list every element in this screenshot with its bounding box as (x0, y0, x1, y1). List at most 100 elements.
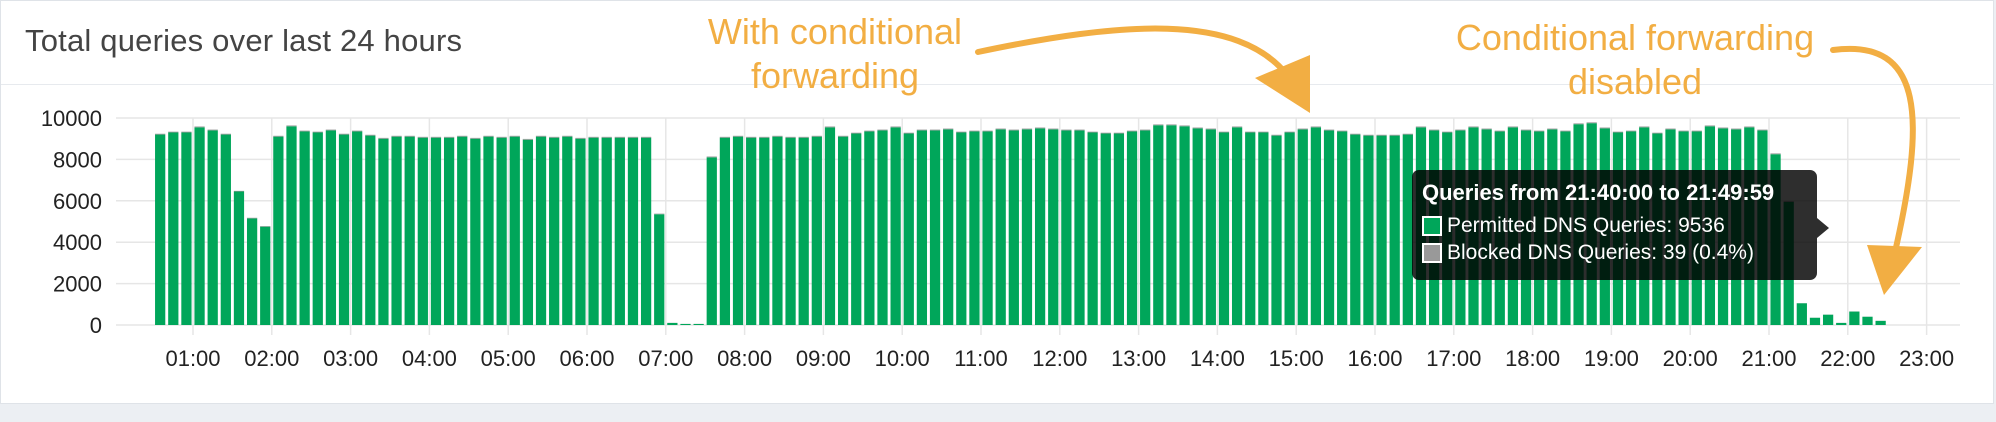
bar-blocked[interactable] (1205, 128, 1216, 130)
bar-blocked[interactable] (851, 132, 862, 134)
bar-permitted[interactable] (155, 134, 166, 325)
bar-blocked[interactable] (1271, 134, 1282, 136)
bar-blocked[interactable] (627, 136, 639, 138)
bar-permitted[interactable] (614, 137, 625, 325)
bar-permitted[interactable] (1875, 320, 1886, 325)
bar-blocked[interactable] (1021, 128, 1033, 130)
bar-permitted[interactable] (220, 134, 231, 325)
bar-permitted[interactable] (365, 135, 376, 325)
bar-blocked[interactable] (181, 131, 192, 133)
bar-blocked[interactable] (1297, 128, 1308, 130)
bar-permitted[interactable] (181, 132, 192, 325)
bar-permitted[interactable] (837, 136, 849, 325)
bar-blocked[interactable] (483, 135, 494, 137)
bar-blocked[interactable] (1744, 126, 1755, 128)
bar-permitted[interactable] (982, 131, 993, 325)
bar-permitted[interactable] (575, 138, 586, 325)
bar-blocked[interactable] (640, 136, 652, 138)
bar-blocked[interactable] (1770, 153, 1781, 155)
bar-blocked[interactable] (509, 135, 520, 137)
bar-permitted[interactable] (457, 136, 468, 325)
bar-permitted[interactable] (1166, 125, 1177, 326)
bar-permitted[interactable] (890, 127, 901, 325)
bar-permitted[interactable] (549, 137, 560, 325)
bar-blocked[interactable] (654, 213, 665, 215)
bar-blocked[interactable] (496, 136, 507, 138)
bar-permitted[interactable] (1179, 126, 1190, 325)
bar-blocked[interactable] (1652, 132, 1663, 134)
bar-blocked[interactable] (1625, 130, 1637, 132)
bar-blocked[interactable] (1717, 127, 1729, 129)
bar-blocked[interactable] (719, 136, 731, 138)
bar-blocked[interactable] (260, 226, 271, 227)
bar-blocked[interactable] (1323, 129, 1335, 131)
bar-permitted[interactable] (299, 131, 310, 325)
bar-permitted[interactable] (286, 126, 297, 325)
bar-blocked[interactable] (759, 136, 770, 138)
bar-permitted[interactable] (995, 129, 1006, 325)
bar-permitted[interactable] (443, 137, 455, 325)
bar-blocked[interactable] (1612, 131, 1624, 133)
bar-permitted[interactable] (1284, 132, 1295, 325)
bar-permitted[interactable] (811, 136, 822, 325)
bar-blocked[interactable] (194, 126, 205, 128)
bar-blocked[interactable] (1481, 128, 1492, 130)
bar-permitted[interactable] (943, 129, 954, 325)
bar-permitted[interactable] (798, 137, 809, 325)
bar-blocked[interactable] (1245, 131, 1256, 133)
bar-blocked[interactable] (1376, 134, 1387, 136)
bar-permitted[interactable] (1245, 132, 1256, 325)
bar-permitted[interactable] (483, 136, 494, 325)
bar-permitted[interactable] (168, 132, 179, 325)
bar-permitted[interactable] (1140, 130, 1151, 325)
bar-blocked[interactable] (1389, 134, 1400, 136)
bar-blocked[interactable] (1310, 126, 1322, 128)
bar-permitted[interactable] (851, 133, 862, 325)
bar-blocked[interactable] (443, 136, 455, 138)
bar-blocked[interactable] (522, 138, 534, 140)
bar-permitted[interactable] (877, 130, 888, 325)
bar-permitted[interactable] (759, 137, 770, 325)
bar-permitted[interactable] (1389, 135, 1400, 325)
bar-blocked[interactable] (1639, 126, 1650, 128)
bar-permitted[interactable] (916, 130, 928, 325)
bar-permitted[interactable] (929, 130, 941, 325)
bar-permitted[interactable] (640, 137, 652, 325)
bar-permitted[interactable] (1034, 128, 1046, 325)
bar-permitted[interactable] (496, 137, 507, 325)
bar-blocked[interactable] (1678, 130, 1689, 132)
bar-permitted[interactable] (1100, 133, 1111, 325)
bar-permitted[interactable] (1337, 131, 1348, 325)
bar-blocked[interactable] (706, 156, 717, 158)
bar-blocked[interactable] (1166, 124, 1177, 126)
bar-blocked[interactable] (391, 135, 402, 137)
bar-permitted[interactable] (378, 138, 389, 325)
bar-permitted[interactable] (969, 131, 980, 325)
bar-permitted[interactable] (1402, 134, 1413, 325)
bar-blocked[interactable] (890, 126, 901, 128)
bar-blocked[interactable] (1442, 131, 1453, 133)
bar-permitted[interactable] (312, 132, 323, 325)
bar-blocked[interactable] (1363, 134, 1374, 136)
bar-permitted[interactable] (1113, 133, 1125, 325)
bar-permitted[interactable] (1087, 132, 1098, 325)
bar-blocked[interactable] (155, 133, 166, 135)
bar-blocked[interactable] (811, 135, 822, 137)
bar-blocked[interactable] (299, 130, 310, 132)
bar-blocked[interactable] (1599, 127, 1610, 129)
bar-blocked[interactable] (325, 129, 337, 131)
bar-permitted[interactable] (627, 137, 639, 325)
bar-blocked[interactable] (877, 129, 888, 131)
bar-blocked[interactable] (1074, 129, 1085, 131)
bar-blocked[interactable] (1218, 131, 1230, 133)
bar-permitted[interactable] (785, 137, 796, 325)
bar-permitted[interactable] (746, 137, 757, 325)
bar-permitted[interactable] (1796, 303, 1807, 325)
bar-permitted[interactable] (1074, 130, 1085, 325)
bar-blocked[interactable] (1494, 130, 1505, 132)
bar-blocked[interactable] (995, 128, 1006, 130)
bar-blocked[interactable] (286, 125, 297, 127)
bar-permitted[interactable] (1310, 127, 1322, 325)
bar-blocked[interactable] (1691, 130, 1702, 132)
bar-blocked[interactable] (273, 135, 284, 137)
